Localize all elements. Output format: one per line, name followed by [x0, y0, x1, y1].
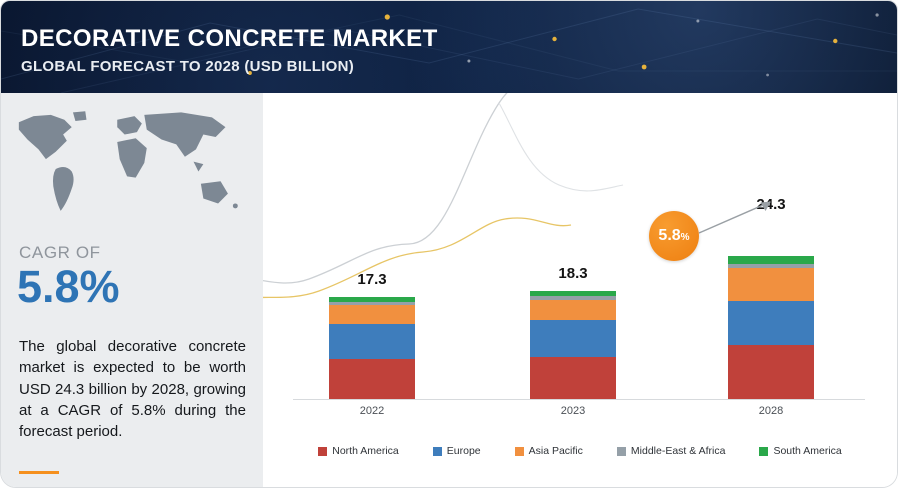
legend-label: Asia Pacific — [528, 445, 583, 457]
stacked-bar-2028 — [728, 256, 814, 399]
bar-chart: 2022 17.3 2023 18.3 2028 24.3 5.8% North Amer… — [263, 93, 897, 487]
x-axis — [293, 399, 865, 400]
bar-segment — [530, 296, 616, 300]
bar-segment — [728, 264, 814, 269]
bar-segment — [530, 299, 616, 320]
bar-segment — [728, 268, 814, 302]
bar-segment — [329, 324, 415, 360]
legend-item: Middle-East & Africa — [616, 445, 726, 457]
legend-label: Europe — [446, 445, 481, 457]
legend-item: Europe — [432, 445, 481, 457]
cagr-label: CAGR OF — [19, 243, 101, 262]
legend-swatch — [514, 446, 524, 456]
stacked-bar-2022 — [329, 296, 415, 399]
bar-segment — [329, 302, 415, 306]
summary-sidebar: CAGR OF 5.8% The global decorative concr… — [1, 93, 263, 487]
cagr-badge-value: 5.8 — [658, 227, 681, 244]
legend-swatch — [759, 446, 769, 456]
bar-segment — [329, 359, 415, 399]
growth-arrow — [698, 201, 771, 234]
x-axis-label: 2028 — [758, 405, 784, 417]
content-area: CAGR OF 5.8% The global decorative concr… — [1, 93, 897, 487]
bar-total-label: 24.3 — [756, 196, 786, 213]
network-decoration — [1, 8, 897, 93]
bar-segment — [329, 296, 415, 303]
bar-segment — [530, 357, 616, 399]
bar-segment — [329, 305, 415, 325]
world-map — [18, 111, 238, 211]
chart-legend: North America Europe Asia Pacific Middle-Ea… — [263, 445, 897, 457]
legend-swatch — [318, 446, 328, 456]
legend-item: North America — [318, 445, 399, 457]
bar-total-label: 18.3 — [558, 265, 588, 282]
cagr-badge: 5.8% — [649, 211, 699, 261]
legend-swatch — [432, 446, 442, 456]
legend-label: South America — [773, 445, 842, 457]
header-banner: DECORATIVE CONCRETE MARKET GLOBAL FORECA… — [1, 1, 897, 93]
bar-total-label: 17.3 — [357, 271, 387, 288]
x-axis-label: 2023 — [560, 405, 586, 417]
cagr-value: 5.8% — [17, 261, 120, 312]
bar-segment — [728, 301, 814, 345]
legend-label: North America — [332, 445, 399, 457]
x-axis-label: 2022 — [359, 405, 385, 417]
page-subtitle: GLOBAL FORECAST TO 2028 (USD BILLION) — [21, 58, 355, 75]
bar-segment — [530, 291, 616, 297]
page-title: DECORATIVE CONCRETE MARKET — [21, 25, 438, 52]
stacked-bar-2023 — [530, 291, 616, 399]
bar-segment — [728, 344, 814, 399]
legend-item: Asia Pacific — [514, 445, 583, 457]
bar-segment — [728, 256, 814, 265]
legend-item: South America — [759, 445, 842, 457]
legend-swatch — [616, 446, 626, 456]
accent-rule — [19, 471, 59, 474]
cagr-badge-suffix: % — [680, 232, 690, 243]
market-summary-text: The global decorative concrete market is… — [19, 338, 246, 441]
bar-segment — [530, 319, 616, 358]
legend-label: Middle-East & Africa — [630, 445, 726, 457]
